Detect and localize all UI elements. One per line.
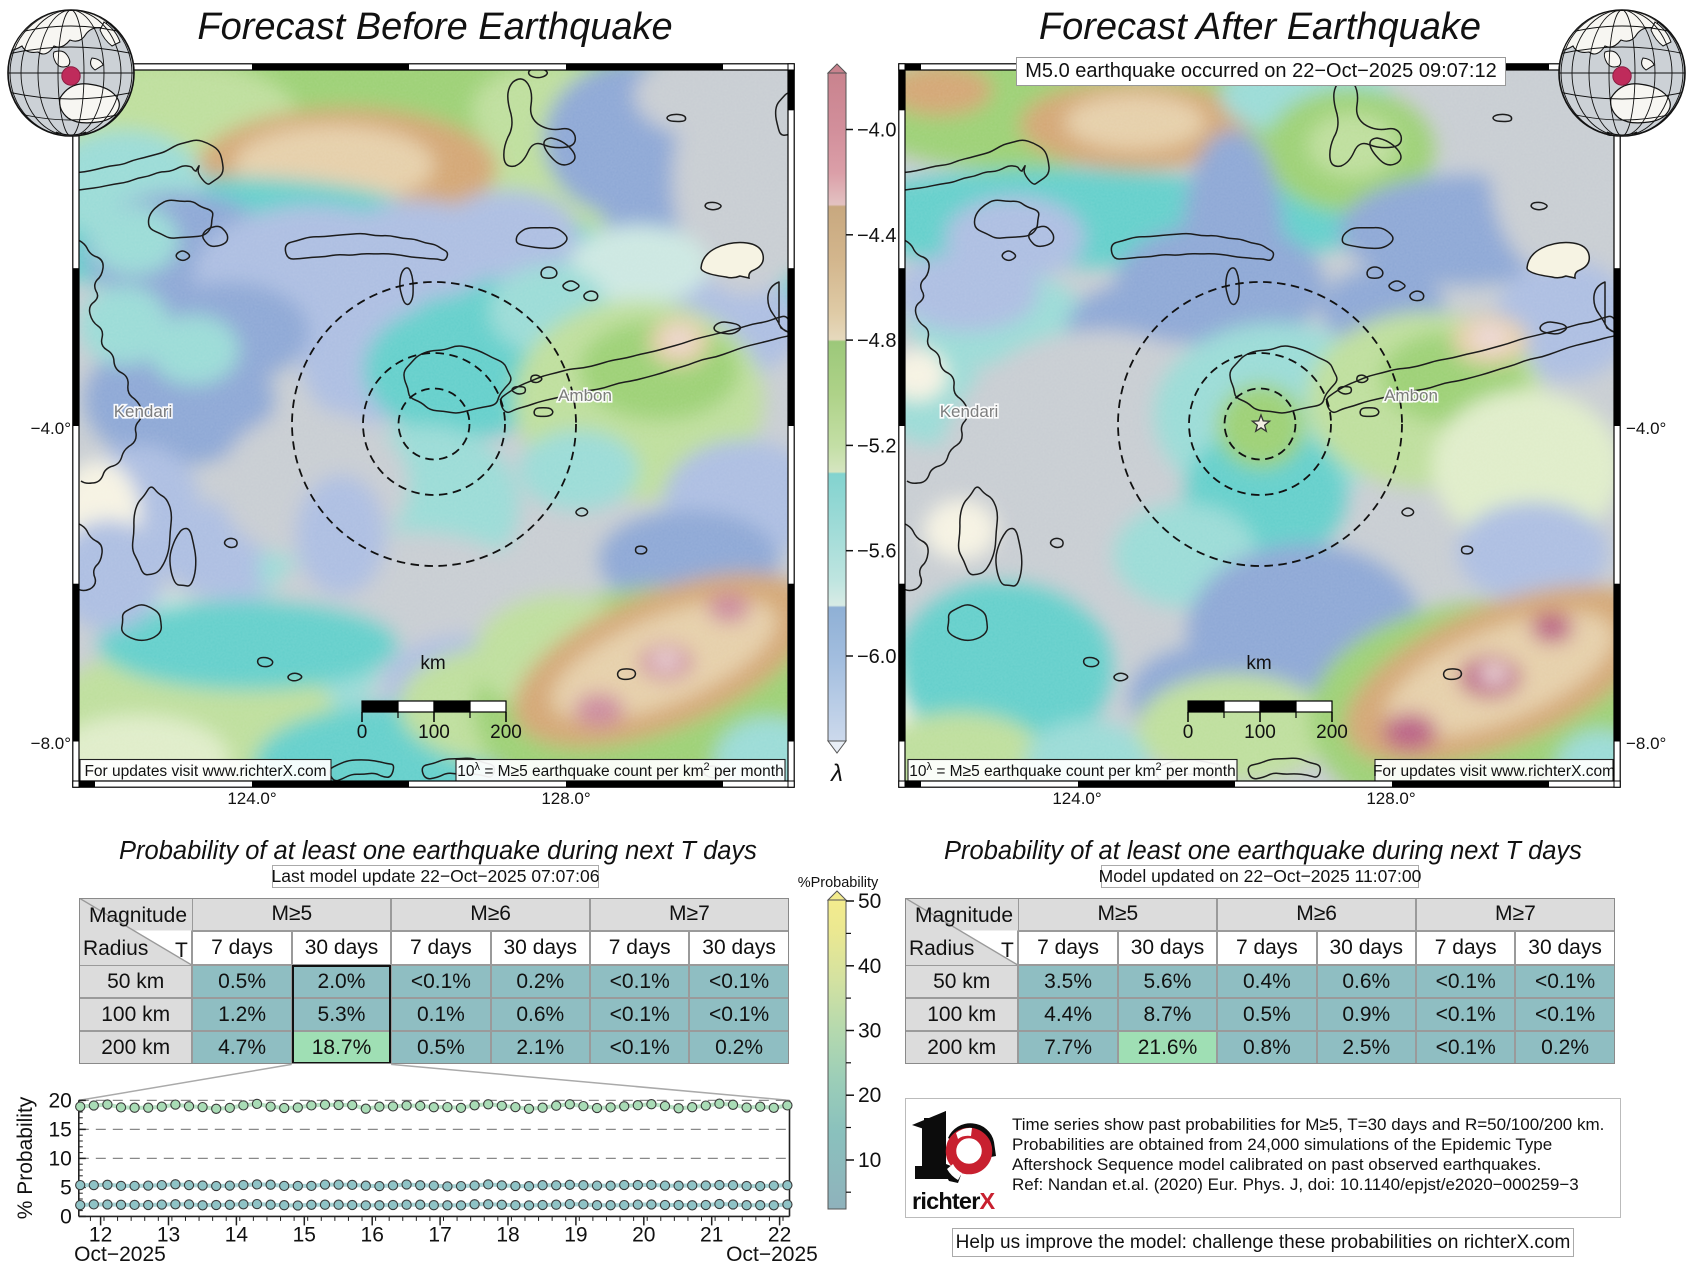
svg-text:−4.4: −4.4 <box>857 225 896 247</box>
svg-text:−6.0: −6.0 <box>857 646 896 668</box>
svg-text:21: 21 <box>700 1223 723 1246</box>
svg-text:richterX: richterX <box>912 1188 996 1214</box>
svg-text:Radius: Radius <box>83 937 148 960</box>
svg-text:−4.0: −4.0 <box>857 120 896 142</box>
svg-text:50: 50 <box>858 890 881 913</box>
svg-text:For updates visit www.richterX: For updates visit www.richterX.com <box>84 763 326 780</box>
svg-text:T: T <box>1001 939 1014 962</box>
svg-text:20: 20 <box>48 1089 71 1112</box>
svg-text:40: 40 <box>858 955 881 978</box>
svg-text:km: km <box>1246 653 1271 674</box>
svg-text:−5.6: −5.6 <box>857 541 896 563</box>
svg-text:0: 0 <box>60 1205 72 1228</box>
svg-text:10: 10 <box>858 1149 881 1172</box>
svg-text:Radius: Radius <box>909 937 974 960</box>
svg-text:0: 0 <box>1183 722 1194 743</box>
svg-text:17: 17 <box>428 1223 451 1246</box>
svg-text:30: 30 <box>858 1020 881 1043</box>
svg-text:18: 18 <box>496 1223 519 1246</box>
svg-text:200: 200 <box>1316 722 1348 743</box>
svg-text:Magnitude: Magnitude <box>89 904 187 927</box>
svg-text:15: 15 <box>48 1118 71 1141</box>
svg-text:0: 0 <box>357 722 368 743</box>
svg-text:Ambon: Ambon <box>1384 386 1438 405</box>
svg-text:100: 100 <box>1244 722 1276 743</box>
svg-text:5: 5 <box>60 1176 72 1199</box>
svg-text:20: 20 <box>632 1223 655 1246</box>
svg-text:10λ = M≥5 earthquake count per: 10λ = M≥5 earthquake count per km2 per m… <box>457 761 783 780</box>
svg-text:14: 14 <box>225 1223 249 1246</box>
svg-text:100: 100 <box>418 722 450 743</box>
svg-text:22: 22 <box>768 1223 791 1246</box>
svg-text:10: 10 <box>48 1147 71 1170</box>
svg-text:T: T <box>175 939 188 962</box>
svg-text:Magnitude: Magnitude <box>915 904 1013 927</box>
svg-text:Kendari: Kendari <box>114 402 173 421</box>
svg-text:−5.2: −5.2 <box>857 435 896 457</box>
svg-text:Ambon: Ambon <box>558 386 612 405</box>
svg-text:15: 15 <box>293 1223 316 1246</box>
svg-text:19: 19 <box>564 1223 587 1246</box>
svg-text:20: 20 <box>858 1084 881 1107</box>
svg-text:13: 13 <box>157 1223 180 1246</box>
svg-text:200: 200 <box>490 722 522 743</box>
svg-text:λ: λ <box>829 760 843 787</box>
svg-text:16: 16 <box>361 1223 384 1246</box>
svg-text:12: 12 <box>89 1223 112 1246</box>
svg-text:For updates visit www.richterX: For updates visit www.richterX.com <box>1373 763 1615 780</box>
svg-text:−4.8: −4.8 <box>857 330 896 352</box>
svg-text:10λ = M≥5 earthquake count per: 10λ = M≥5 earthquake count per km2 per m… <box>909 761 1235 780</box>
svg-text:km: km <box>420 653 445 674</box>
svg-text:Kendari: Kendari <box>940 402 999 421</box>
